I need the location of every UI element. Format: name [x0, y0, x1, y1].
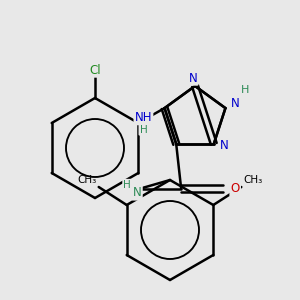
Text: NH: NH	[135, 111, 152, 124]
Text: N: N	[231, 97, 240, 110]
Text: H: H	[140, 124, 147, 135]
Text: CH₃: CH₃	[243, 175, 262, 185]
Text: N: N	[219, 140, 228, 152]
Text: H: H	[123, 180, 131, 190]
Text: N: N	[133, 186, 142, 200]
Text: N: N	[189, 71, 197, 85]
Text: Cl: Cl	[89, 64, 101, 76]
Text: CH₃: CH₃	[77, 175, 97, 185]
Text: O: O	[231, 182, 240, 195]
Text: H: H	[241, 85, 250, 95]
